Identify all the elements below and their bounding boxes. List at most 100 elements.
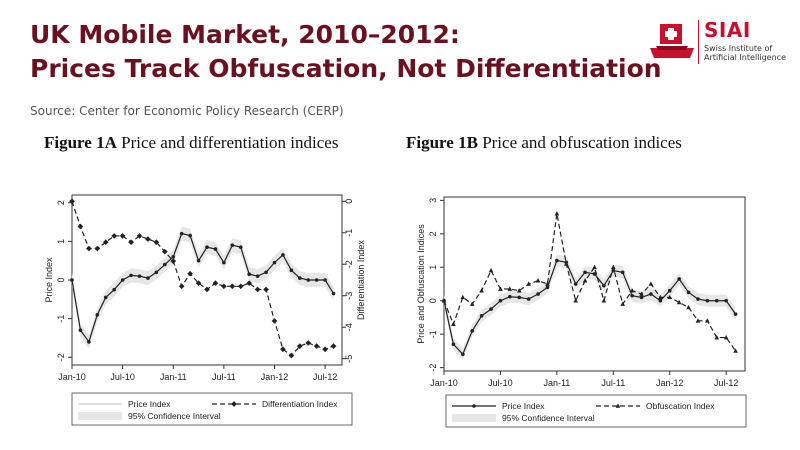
fig1a-price-point — [137, 274, 142, 278]
figure-1b-label: Figure 1B — [406, 133, 478, 152]
fig1a-index-point — [263, 286, 269, 293]
fig1a-index-point — [221, 283, 227, 290]
fig1a-index-point — [212, 280, 219, 286]
fig1a-index-point — [246, 280, 253, 286]
fig1b-plot-frame — [443, 196, 746, 372]
fig1b-price-point — [526, 297, 531, 301]
fig1a-index-point — [86, 245, 92, 252]
fig1b-price-point — [667, 288, 672, 293]
fig1b-index-point — [545, 281, 550, 286]
fig1a-price-point — [70, 278, 74, 282]
fig1b-index-point — [658, 294, 663, 300]
fig1a-legend-price-label: Price Index — [128, 399, 171, 409]
fig1b-index-point — [563, 261, 569, 266]
title-line-2: Prices Track Obfuscation, Not Differenti… — [30, 54, 662, 83]
fig1b-ytick-label: 3 — [428, 198, 438, 203]
fig1a-index-point — [229, 283, 236, 290]
fig1b-index-point — [667, 294, 673, 300]
fig1b-index-point — [676, 299, 682, 305]
fig1b-index-point — [554, 211, 560, 216]
fig1b-ytick-label: -2 — [428, 364, 438, 372]
fig1a-price-point — [255, 274, 260, 278]
fig1b-index-point — [723, 334, 729, 340]
fig1b-index-point — [648, 281, 654, 286]
fig1b-price-point — [555, 258, 559, 263]
fig1a-y2tick-label: -5 — [344, 355, 354, 363]
fig1b-ytick-label: 2 — [428, 231, 438, 236]
fig1a-price-point — [323, 278, 327, 282]
fig1b-xtick-label: Jan-12 — [656, 378, 684, 388]
fig1b-index-point — [714, 334, 720, 340]
fig1b-legend-price-marker — [472, 404, 476, 408]
fig1b-price-point — [536, 292, 540, 296]
fig1b-price-point — [479, 313, 484, 318]
fig1a-index-point — [271, 318, 278, 324]
source-note: Source: Center for Economic Policy Resea… — [30, 104, 344, 118]
fig1a-index-point — [322, 346, 328, 353]
fig1b-index-point — [705, 318, 710, 323]
fig1b-price-point — [705, 298, 710, 303]
figure-1b-title: Figure 1B Price and obfuscation indices — [406, 133, 682, 153]
fig1b-index-point — [620, 301, 626, 306]
fig1a-index-point — [128, 239, 134, 246]
fig1a-xtick-label: Jul-11 — [212, 372, 236, 382]
fig1b-price-point — [658, 298, 663, 303]
fig1b-price-point — [714, 298, 719, 303]
title-line-1: UK Mobile Market, 2010–2012: — [30, 20, 460, 49]
fig1b-y-axis-title: Price and Obfuscation Indices — [416, 224, 426, 344]
fig1a-index-point — [313, 343, 320, 349]
fig1b-index-point — [526, 281, 531, 286]
fig1b-index-point — [535, 278, 541, 283]
swiss-shield-icon — [650, 24, 694, 58]
fig1a-legend-index-label: Differentiation Index — [262, 399, 338, 409]
fig1b-price-point — [733, 312, 738, 316]
fig1a-xtick-label: Jan-10 — [58, 372, 86, 382]
fig1a-xtick-label: Jan-11 — [160, 372, 187, 382]
figure-1a-caption: Price and differentiation indices — [121, 133, 339, 152]
fig1a-price-point — [163, 262, 167, 267]
fig1a-index-point — [296, 343, 303, 349]
fig1a-price-point — [87, 340, 91, 344]
fig1a-xtick-label: Jul-10 — [110, 372, 135, 382]
fig1b-price-point — [545, 285, 550, 290]
fig1a-index-point — [195, 280, 202, 286]
fig1a-price-point — [289, 268, 294, 273]
fig1b-price-point — [498, 298, 503, 303]
fig1b-legend-box — [445, 394, 747, 428]
fig1b-price-point — [461, 352, 465, 357]
fig1b-index-point — [639, 291, 644, 296]
fig1a-price-point — [146, 276, 150, 280]
fig1a-y2tick-label: -4 — [344, 323, 354, 331]
fig1a-ytick-label: 2 — [56, 200, 66, 205]
fig1b-price-point — [573, 282, 578, 286]
fig1a-price-point — [95, 312, 100, 317]
fig1a-price-point — [272, 260, 277, 265]
fig1a-price-point — [264, 270, 268, 275]
fig1b-index-point — [611, 264, 616, 270]
fig1b-confidence-band — [444, 254, 736, 361]
fig1b-price-point — [630, 293, 634, 298]
fig1b-legend-index-label: Obfuscation Index — [646, 401, 715, 411]
fig1b-index-point — [582, 278, 588, 283]
fig1b-legend-ci-label: 95% Confidence Interval — [502, 413, 595, 423]
fig1a-price-point — [78, 328, 83, 333]
fig1a-index-point — [136, 233, 143, 239]
fig1a-y2-axis-title: Differentiation Index — [356, 240, 366, 320]
fig1b-price-point — [592, 272, 597, 276]
fig1b-xtick-label: Jul-12 — [714, 378, 739, 388]
fig1b-ytick-label: 1 — [428, 265, 438, 270]
fig1b-index-point — [498, 286, 503, 291]
fig1a-price-point — [238, 245, 243, 249]
fig1b-price-point — [517, 295, 522, 300]
fig1a-index-point — [330, 343, 337, 349]
fig1a-price-point — [129, 273, 133, 278]
fig1b-index-point — [592, 264, 597, 270]
fig1a-xtick-label: Jan-12 — [261, 372, 289, 382]
fig1a-index-point — [94, 245, 101, 252]
fig1a-y2tick-label: -1 — [344, 229, 354, 237]
fig1b-ytick-label: 0 — [428, 298, 438, 303]
logo-subtitle-line-2: Artificial Intelligence — [704, 53, 786, 62]
fig1a-price-point — [306, 278, 311, 282]
fig1b-series-index-line — [443, 213, 737, 352]
fig1b-legend-ci-swatch — [452, 414, 496, 422]
